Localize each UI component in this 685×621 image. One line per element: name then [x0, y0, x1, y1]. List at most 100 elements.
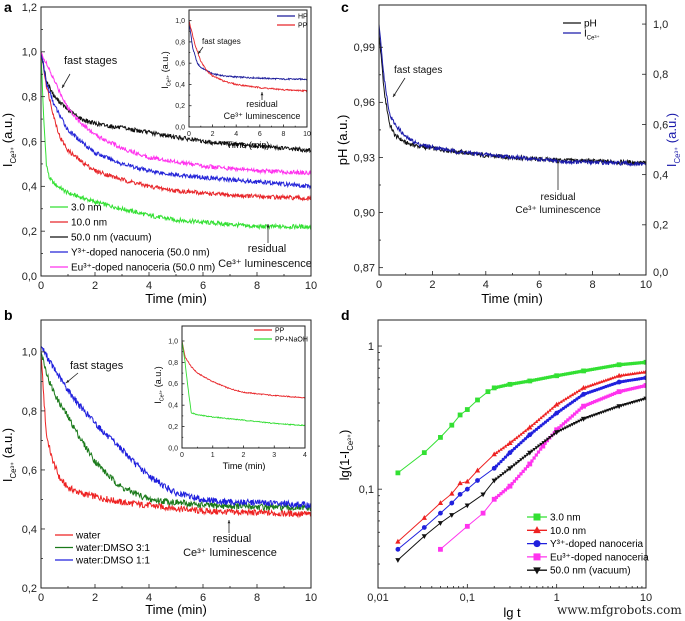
data-point	[586, 368, 590, 372]
legend-label: Y³⁺-doped nanoceria	[550, 539, 644, 550]
data-point	[637, 399, 642, 403]
data-point	[566, 372, 570, 376]
legend-item: pH	[563, 19, 597, 30]
data-point	[525, 435, 530, 439]
data-point	[507, 483, 513, 489]
x-tick-label: 1	[554, 592, 560, 604]
data-point	[568, 394, 572, 398]
data-point	[550, 415, 554, 419]
data-point	[457, 480, 463, 486]
data-point	[550, 375, 554, 379]
annotation: fast stages	[392, 65, 442, 98]
series-4	[41, 51, 311, 176]
x-tick-label: 0,1	[460, 592, 475, 604]
y2-tick-label: 0,0	[653, 267, 668, 279]
legend-label-sub: Ce³⁺	[587, 35, 600, 42]
arrowhead-icon	[260, 92, 264, 96]
x-tick-label: 2	[211, 131, 215, 138]
data-point	[494, 385, 499, 389]
series-1	[182, 340, 305, 427]
data-point	[527, 461, 533, 467]
data-point	[503, 455, 508, 459]
y-tick-label: 0,99	[354, 42, 375, 54]
data-point	[633, 361, 637, 365]
data-point	[514, 461, 519, 465]
x-tick-label: 2	[92, 592, 98, 604]
data-point	[577, 370, 581, 374]
data-point	[639, 398, 644, 402]
data-point	[577, 395, 581, 400]
data-point	[449, 490, 455, 496]
data-point	[499, 384, 503, 388]
annotation-text: Ce³⁺ luminescence	[183, 547, 277, 559]
data-point	[604, 365, 608, 369]
series-line	[41, 345, 311, 510]
legend-item: ICe³⁺	[563, 29, 600, 42]
data-point	[517, 381, 521, 385]
data-point	[480, 492, 486, 498]
y2-axis-label-sub: Ce³⁺	[673, 147, 682, 164]
data-point	[497, 462, 501, 466]
data-point	[457, 412, 463, 418]
data-point	[503, 383, 508, 387]
panel-c: 0 2 4 6 8 10 0,87 0,90 0,93 0,96 0,99 0,0 0,2 0,4 0,6 0…	[335, 0, 682, 306]
series-0	[395, 359, 646, 476]
data-point	[570, 400, 574, 404]
data-point	[550, 434, 554, 438]
legend-label: PP+NaOH	[275, 336, 308, 343]
series-1	[41, 351, 311, 512]
data-point	[521, 456, 525, 460]
legend-label: 10.0 nm	[71, 218, 107, 229]
data-point	[501, 490, 505, 494]
series-line	[41, 51, 311, 190]
data-point	[507, 381, 513, 387]
data-point	[491, 478, 497, 484]
series-line	[189, 20, 307, 93]
annotation: residual Ce³⁺ luminescence	[218, 224, 312, 270]
data-point	[548, 375, 552, 379]
data-point	[525, 379, 530, 383]
annotation-text: Ce³⁺ luminescence	[515, 205, 601, 216]
y-axis-label: pH (a.u.)	[335, 115, 350, 166]
y-tick-label: 1,0	[22, 347, 37, 359]
data-point	[530, 459, 534, 463]
data-point	[517, 434, 521, 438]
data-point	[559, 428, 563, 432]
data-point	[395, 538, 401, 544]
x-tick-label: 6	[258, 131, 262, 138]
data-point	[595, 367, 599, 371]
legend-label: water	[75, 531, 101, 542]
legend-item: Eu³⁺-doped nanoceria (50.0 nm)	[50, 263, 215, 274]
watermark-text: www.mfgrobots.com	[557, 603, 682, 617]
x-axis-label: Time (min)	[145, 602, 207, 617]
data-point	[628, 362, 632, 366]
legend-label: water:DMSO 1:1	[75, 556, 150, 567]
data-point	[543, 441, 547, 445]
data-point	[601, 396, 606, 400]
data-point	[449, 500, 455, 506]
data-point	[534, 378, 539, 382]
y2-axis-label-main: I	[664, 164, 679, 168]
data-point	[606, 408, 610, 413]
data-point	[514, 445, 519, 449]
arrowhead-icon	[66, 379, 70, 383]
data-point	[494, 495, 499, 500]
x-tick-label: 4	[146, 280, 152, 292]
data-point	[616, 389, 622, 395]
y-axis-label-unit: (a.u.)	[0, 428, 15, 462]
y-tick-label: 0,6	[22, 465, 37, 477]
data-point	[523, 380, 527, 384]
legend-item: PP+NaOH	[254, 336, 308, 343]
data-point	[519, 458, 523, 462]
data-point	[514, 381, 519, 385]
data-point	[546, 375, 550, 380]
series-0	[182, 340, 305, 399]
data-point	[521, 430, 525, 434]
data-point	[624, 362, 628, 366]
data-point	[568, 416, 572, 420]
series-1	[395, 368, 646, 544]
data-point	[525, 464, 530, 469]
y-axis-label-unit: (a.u.)	[160, 51, 170, 75]
